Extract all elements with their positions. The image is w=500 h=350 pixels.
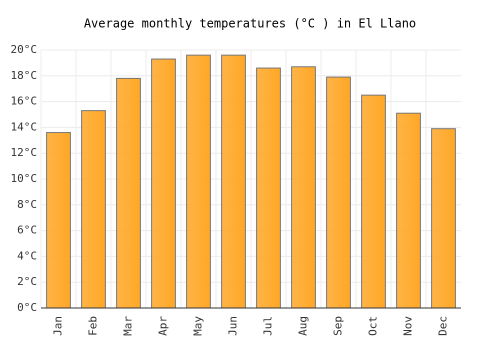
bar [116, 77, 141, 309]
x-tick-label: Aug [297, 316, 310, 336]
y-tick-label: 4°C [17, 249, 37, 262]
y-tick-label: 12°C [11, 146, 38, 159]
bar [291, 66, 316, 309]
y-tick-label: 16°C [11, 95, 38, 108]
bar [46, 132, 71, 309]
bar [361, 94, 386, 309]
bar [256, 67, 281, 309]
x-tick-label: Oct [367, 316, 380, 336]
y-tick-label: 8°C [17, 198, 37, 211]
x-tick-label: Jul [262, 316, 275, 336]
bar [431, 128, 456, 309]
y-tick-label: 10°C [11, 172, 38, 185]
bar [186, 54, 211, 309]
y-tick-label: 6°C [17, 224, 37, 237]
y-tick-label: 20°C [11, 43, 38, 56]
bar [221, 54, 246, 309]
bar [396, 112, 421, 309]
y-tick-label: 18°C [11, 69, 38, 82]
x-tick-label: May [192, 316, 205, 336]
x-tick-label: Apr [157, 316, 170, 336]
y-tick-label: 14°C [11, 120, 38, 133]
x-tick-label: Jan [52, 316, 65, 336]
x-tick-label: Nov [402, 316, 415, 336]
x-tick-label: Jun [227, 316, 240, 336]
x-tick-label: Sep [332, 316, 345, 336]
x-tick-label: Dec [437, 316, 450, 336]
bar [326, 76, 351, 309]
chart-title: Average monthly temperatures (°C ) in El… [84, 17, 416, 31]
bar [81, 110, 106, 309]
x-tick-label: Feb [87, 316, 100, 336]
y-tick-label: 2°C [17, 275, 37, 288]
y-tick-label: 0°C [17, 301, 37, 314]
bar [151, 58, 176, 309]
x-tick-label: Mar [122, 316, 135, 336]
